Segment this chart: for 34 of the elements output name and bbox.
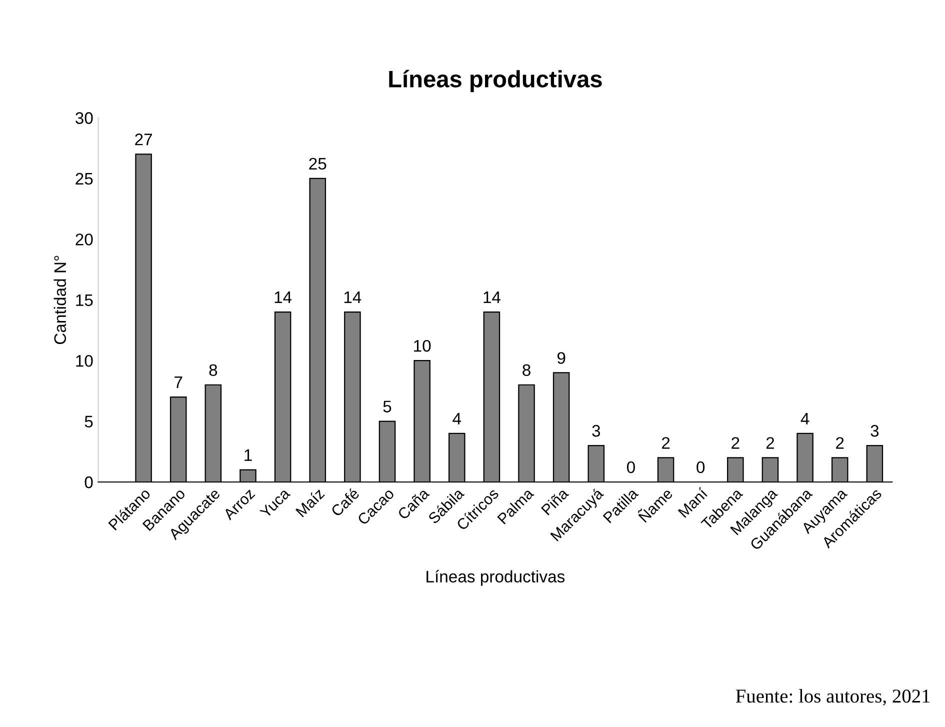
data-label: 2 xyxy=(836,437,844,449)
data-label: 8 xyxy=(209,364,218,376)
data-label: 27 xyxy=(135,134,152,146)
chart-title: Líneas productivas xyxy=(389,70,602,92)
data-label: 14 xyxy=(274,292,292,304)
data-label: 14 xyxy=(344,292,362,304)
data-label: 2 xyxy=(766,437,774,449)
data-label: 5 xyxy=(383,400,392,412)
y-tick-label: 0 xyxy=(84,476,93,488)
data-label: 25 xyxy=(309,158,326,170)
data-label: 8 xyxy=(522,364,530,376)
source-note: Fuente: los autores, 2021 xyxy=(736,689,930,706)
x-axis-title: Líneas productivas xyxy=(426,570,565,586)
y-tick-label: 30 xyxy=(76,112,93,124)
y-axis-title: Cantidad N° xyxy=(54,256,66,344)
data-label: 14 xyxy=(484,292,500,304)
y-tick-label: 25 xyxy=(76,172,93,185)
data-label: 4 xyxy=(800,412,810,424)
data-label: 9 xyxy=(557,352,566,364)
data-label: 1 xyxy=(244,449,252,461)
y-tick-label: 20 xyxy=(76,234,93,246)
x-tick-label: Yuca xyxy=(259,487,291,519)
y-tick-label: 10 xyxy=(76,354,93,367)
data-label: 7 xyxy=(174,376,182,388)
data-label: 0 xyxy=(696,461,705,474)
y-tick-label: 5 xyxy=(84,416,93,428)
data-label: 10 xyxy=(414,340,431,352)
data-label: 4 xyxy=(452,412,462,424)
data-label: 0 xyxy=(626,461,635,474)
data-label: 3 xyxy=(870,424,879,437)
data-label: 2 xyxy=(662,437,670,449)
data-label: 2 xyxy=(732,437,740,449)
data-label: 3 xyxy=(592,424,600,437)
y-tick-label: 15 xyxy=(76,294,93,306)
